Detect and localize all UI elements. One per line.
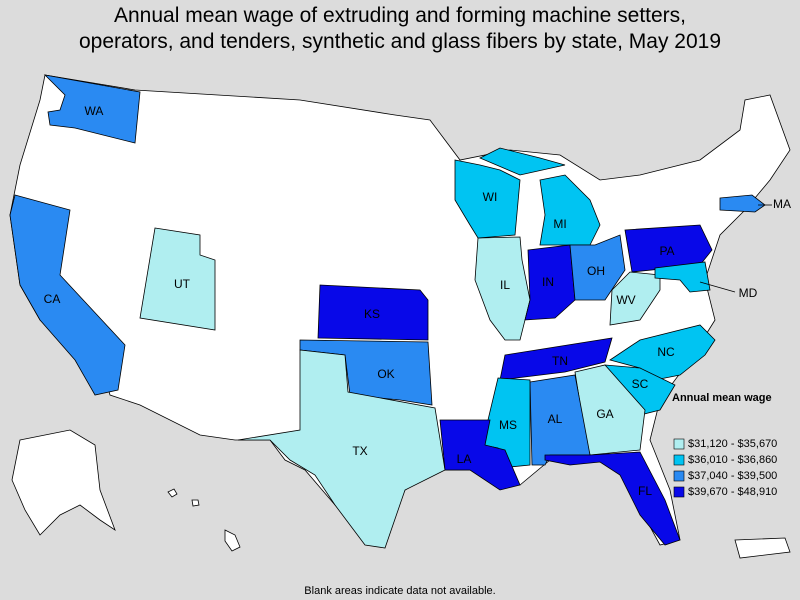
state-shape xyxy=(43,74,141,144)
state-label: MI xyxy=(553,217,566,231)
state-label: IN xyxy=(542,275,554,289)
state-label: LA xyxy=(457,452,472,466)
leader-line xyxy=(699,281,736,293)
state-label: IL xyxy=(500,278,510,292)
state-shape xyxy=(544,451,681,546)
state-label: FL xyxy=(638,484,652,498)
hawaii xyxy=(167,488,241,552)
state-label: WI xyxy=(483,190,498,204)
title-line: Annual mean wage of extruding and formin… xyxy=(114,4,686,27)
legend-label: $36,010 - $36,860 xyxy=(688,454,777,466)
state-label: GA xyxy=(596,407,613,421)
state-label: SC xyxy=(632,377,649,391)
alaska xyxy=(11,429,116,536)
state-shape xyxy=(499,337,613,381)
state-shape xyxy=(479,147,601,246)
legend-swatch xyxy=(673,486,685,498)
state-label: MA xyxy=(773,197,791,211)
state-label: OK xyxy=(377,367,394,381)
footnote: Blank areas indicate data not available. xyxy=(304,585,495,597)
state-label: WV xyxy=(616,293,635,307)
legend: $31,120 - $35,670 $36,010 - $36,860 $37,04… xyxy=(673,438,777,498)
legend-label: $31,120 - $35,670 xyxy=(688,438,777,450)
state-label: MD xyxy=(739,286,758,300)
state-label: OH xyxy=(587,264,605,278)
state-shape xyxy=(237,349,446,549)
legend-title: Annual mean wage xyxy=(672,392,772,404)
state-shape xyxy=(454,159,521,239)
state-label: MS xyxy=(499,418,517,432)
state-label: TX xyxy=(352,444,367,458)
state-shape xyxy=(439,419,521,491)
state-shape xyxy=(719,194,766,213)
legend-swatch xyxy=(673,454,685,466)
state-shape xyxy=(317,284,429,341)
state-label: WA xyxy=(85,104,104,118)
state-label: KS xyxy=(364,307,380,321)
state-label: TN xyxy=(552,354,568,368)
legend-label: $39,670 - $48,910 xyxy=(688,486,777,498)
state-shape xyxy=(624,224,713,273)
legend-swatch xyxy=(673,470,685,482)
state-shape xyxy=(609,271,661,326)
title-line: operators, and tenders, synthetic and gl… xyxy=(79,30,721,53)
state-label: AL xyxy=(548,412,563,426)
state-label: CA xyxy=(44,292,61,306)
state-shape xyxy=(654,261,711,293)
puerto-rico xyxy=(734,537,791,559)
state-label: NC xyxy=(657,345,675,359)
state-shape xyxy=(569,234,626,301)
legend-label: $37,040 - $39,500 xyxy=(688,470,777,482)
state-shape xyxy=(474,236,531,341)
state-shape xyxy=(9,194,126,396)
legend-swatch xyxy=(673,438,685,450)
state-shape xyxy=(139,227,216,331)
state-label: PA xyxy=(659,244,674,258)
state-label: UT xyxy=(174,277,191,291)
